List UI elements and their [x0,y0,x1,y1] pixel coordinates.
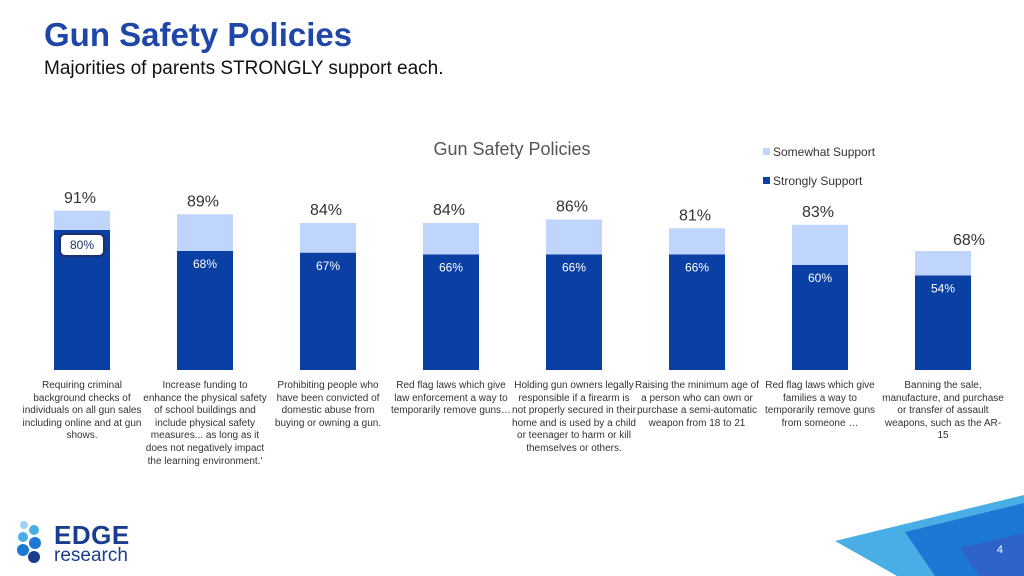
label-total-5: 81% [679,207,711,224]
page-subtitle: Majorities of parents STRONGLY support e… [44,58,444,79]
logo-dots-icon [17,521,41,563]
chart-title: Gun Safety Policies [433,139,590,159]
label-strongly-1: 68% [193,257,217,271]
bar-somewhat-0 [54,210,110,230]
legend-label-somewhat: Somewhat Support [773,145,876,159]
page-number: 4 [996,544,1003,556]
label-total-1: 89% [187,193,219,210]
label-total-3: 84% [433,202,465,219]
bar-somewhat-7 [915,251,971,276]
bar-somewhat-2 [300,223,356,253]
bar-strongly-4 [546,254,602,370]
logo-sub: research [54,545,128,566]
bar-strongly-3 [423,254,479,370]
page-title: Gun Safety Policies [44,16,353,53]
logo-brand: EDGE [54,520,130,550]
label-total-7: 68% [953,232,985,249]
legend-label-strongly: Strongly Support [773,174,863,188]
bar-somewhat-5 [669,228,725,255]
bar-somewhat-1 [177,214,233,251]
edge-research-logo: EDGE research [14,516,144,568]
category-label-3: Red flag laws which give law enforcement… [390,380,512,417]
stacked-bar-chart: Gun Safety Policies Somewhat Support Str… [54,139,985,370]
label-strongly-6: 60% [808,271,832,285]
bar-strongly-1 [177,251,233,370]
bar-strongly-7 [915,275,971,370]
category-label-5: Raising the minimum age of a person who … [635,380,759,429]
category-label-2: Prohibiting people who have been convict… [274,380,382,429]
highlight-box [59,233,105,257]
category-label-1: Increase funding to enhance the physical… [143,380,267,467]
label-strongly-0: 80% [70,238,94,252]
legend-swatch-somewhat [763,148,770,155]
legend-swatch-strongly [763,177,770,184]
label-strongly-4: 66% [562,261,586,275]
label-strongly-3: 66% [439,261,463,275]
bar-somewhat-6 [792,224,848,265]
label-total-0: 91% [64,190,96,207]
label-total-2: 84% [310,202,342,219]
bar-strongly-5 [669,254,725,370]
label-strongly-2: 67% [316,259,340,273]
label-strongly-7: 54% [931,282,955,296]
category-label-4: Holding gun owners legally responsible i… [512,380,636,454]
category-label-7: Banning the sale, manufacture, and purch… [882,380,1004,442]
bar-strongly-6 [792,265,848,370]
bar-strongly-2 [300,252,356,370]
label-strongly-5: 66% [685,261,709,275]
label-total-4: 86% [556,199,588,216]
category-label-6: Red flag laws which give families a way … [764,380,876,429]
bar-somewhat-4 [546,219,602,255]
category-label-0: Requiring criminal background checks of … [22,380,142,442]
bar-somewhat-3 [423,223,479,255]
label-total-6: 83% [802,204,834,221]
